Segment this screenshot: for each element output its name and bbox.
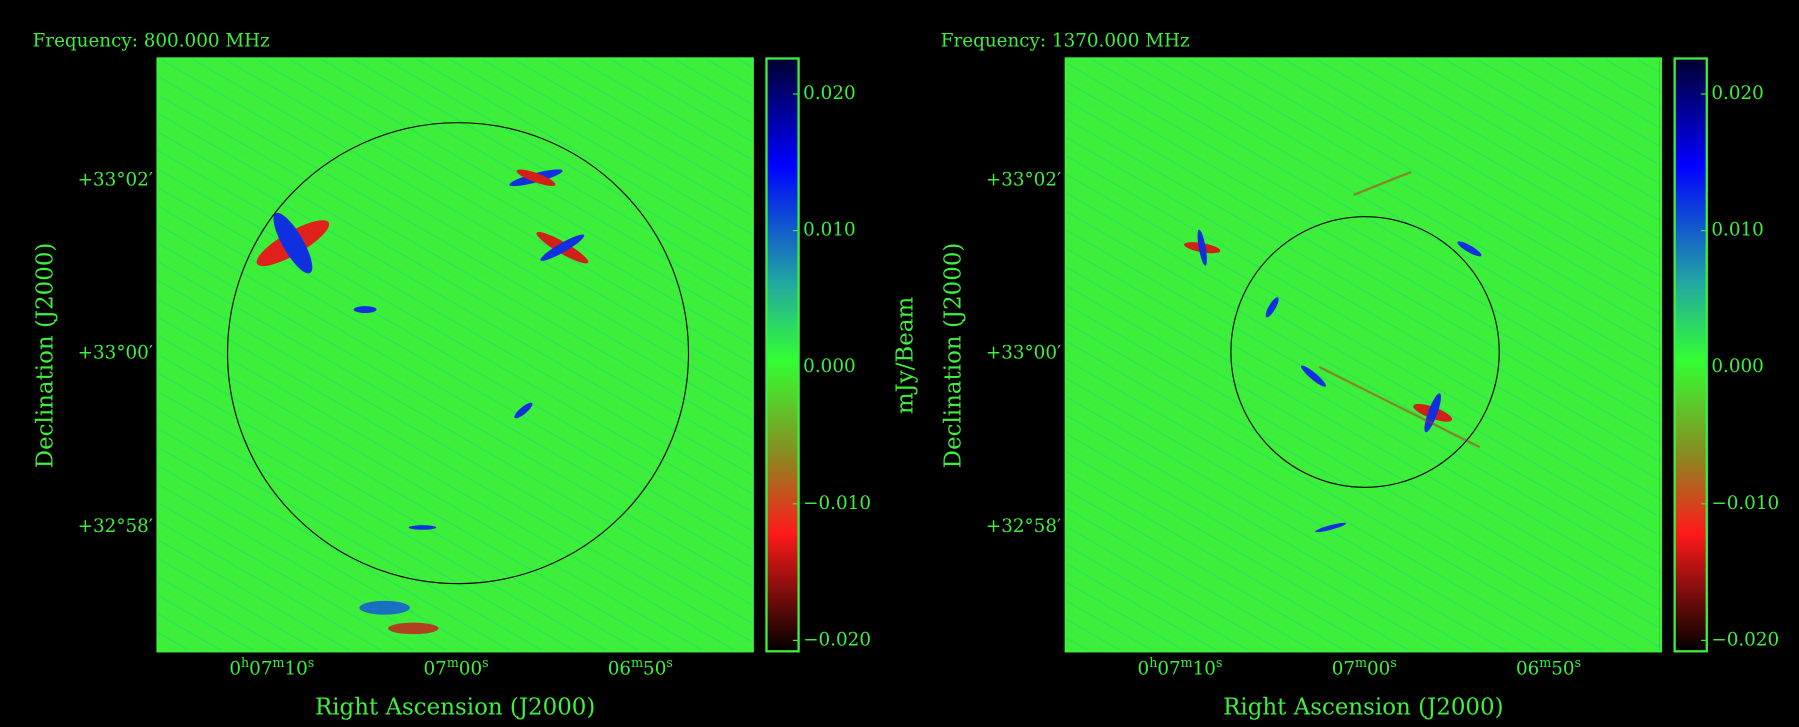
image-area (158, 58, 753, 651)
colorbar-tick-label: −0.020 (803, 629, 871, 650)
colorbar (1675, 58, 1707, 651)
tick-label-part: 50 (643, 659, 666, 680)
colorbar-tick-label: 0.000 (1711, 356, 1763, 377)
colorbar-tick-label: −0.020 (1711, 629, 1779, 650)
tick-label-part: s (666, 654, 672, 669)
tick-label-part: 0 (229, 659, 241, 680)
tick-label-part: s (1575, 654, 1581, 669)
y-tick-label: +33°00′ (986, 343, 1061, 364)
tick-label-part: 07 (249, 659, 272, 680)
tick-label-part: m (1355, 654, 1367, 669)
tick-label-part: 0 (1138, 659, 1150, 680)
x-axis-label: Right Ascension (J2000) (1223, 695, 1503, 721)
tick-label-part: 10 (284, 659, 307, 680)
x-tick-label: 0h07m10s (229, 654, 314, 679)
y-axis-label: Declination (J2000) (32, 243, 58, 469)
tick-label-part: 00 (459, 659, 482, 680)
tick-label-part: m (447, 654, 459, 669)
colorbar-tick-label: 0.000 (803, 356, 855, 377)
tick-label-part: s (308, 654, 314, 669)
figure: Frequency: 800.000 MHz Right Ascension (J… (0, 0, 1799, 727)
panel-title: Frequency: 800.000 MHz (33, 30, 270, 51)
y-axis-label: Declination (J2000) (941, 243, 967, 469)
tick-label-part: 07 (1157, 659, 1180, 680)
tick-label-part: 00 (1367, 659, 1390, 680)
y-tick-label: +33°02′ (986, 169, 1061, 190)
panel-decor (158, 58, 753, 651)
colorbar-tick-label: −0.010 (1711, 493, 1779, 514)
tick-label-part: m (273, 654, 285, 669)
y-tick-label: +32°58′ (78, 516, 153, 537)
x-tick-label: 07m00s (424, 654, 489, 679)
tick-label-part: 50 (1551, 659, 1574, 680)
x-tick-label: 06m50s (608, 654, 673, 679)
panel-title: Frequency: 1370.000 MHz (941, 30, 1190, 51)
x-tick-label: 06m50s (1516, 654, 1581, 679)
tick-label-part: s (1390, 654, 1396, 669)
y-tick-label: +33°00′ (78, 343, 153, 364)
x-axis-label: Right Ascension (J2000) (315, 695, 595, 721)
tick-label-part: s (482, 654, 488, 669)
colorbar-tick-label: 0.020 (803, 83, 855, 104)
x-tick-label: 07m00s (1332, 654, 1397, 679)
y-tick-label: +33°02′ (78, 169, 153, 190)
colorbar-tick-label: −0.010 (803, 493, 871, 514)
tick-label-part: m (1539, 654, 1551, 669)
tick-label-part: m (631, 654, 643, 669)
tick-label-part: m (1181, 654, 1193, 669)
colorbar-label: mJy/Beam (892, 297, 918, 415)
image-area (1066, 58, 1660, 651)
tick-label-part: 10 (1193, 659, 1216, 680)
tick-label-part: s (1216, 654, 1222, 669)
tick-label-part: h (1149, 654, 1157, 669)
tick-label-part: h (241, 654, 249, 669)
colorbar-tick-label: 0.020 (1711, 83, 1763, 104)
tick-label-part: 07 (424, 659, 447, 680)
colorbar-tick-label: 0.010 (1711, 220, 1763, 241)
tick-label-part: 07 (1332, 659, 1355, 680)
y-tick-label: +32°58′ (986, 516, 1061, 537)
x-tick-label: 0h07m10s (1138, 654, 1223, 679)
panel-decor (1066, 58, 1660, 651)
tick-label-part: 06 (1516, 659, 1539, 680)
colorbar-tick-label: 0.010 (803, 220, 855, 241)
colorbar (766, 58, 798, 651)
tick-label-part: 06 (608, 659, 631, 680)
